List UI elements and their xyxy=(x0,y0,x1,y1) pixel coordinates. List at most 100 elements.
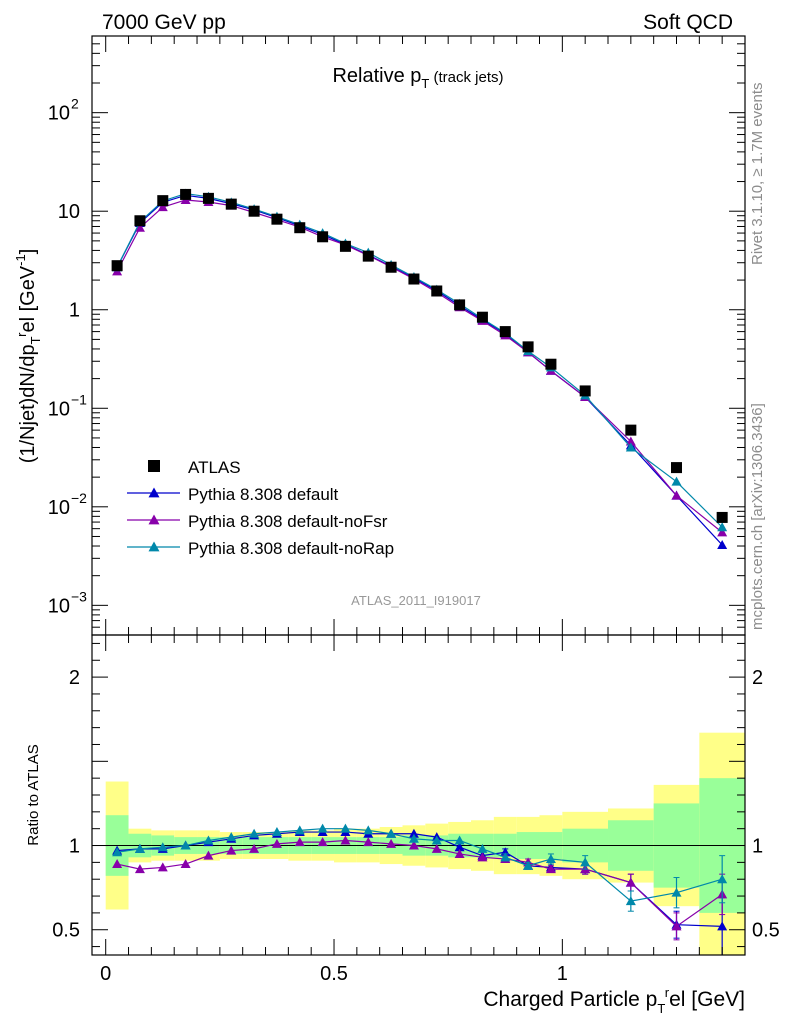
ratio-tick-label-right: 0.5 xyxy=(752,920,780,942)
data-point xyxy=(431,285,443,297)
series-marker-ratio xyxy=(294,837,305,847)
data-point xyxy=(499,326,511,338)
data-point xyxy=(202,192,214,204)
series-marker-main xyxy=(157,202,168,212)
y-label-close: ] xyxy=(17,249,39,255)
series-marker-ratio xyxy=(454,835,465,845)
data-point xyxy=(317,231,329,243)
series-line-ratio xyxy=(117,828,723,902)
series-marker-ratio xyxy=(477,843,488,853)
y-label-sup: r xyxy=(14,332,29,337)
series-marker-ratio xyxy=(431,835,442,845)
data-point xyxy=(454,299,466,311)
series-marker-ratio xyxy=(226,845,237,855)
ratio-tick-label-left: 1 xyxy=(69,836,80,858)
ratio-y-axis-label: Ratio to ATLAS xyxy=(25,744,42,845)
header-left-label: 7000 GeV pp xyxy=(102,11,226,34)
x-label-main: Charged Particle p xyxy=(483,988,657,1011)
series-marker-main xyxy=(717,527,728,537)
legend-marker xyxy=(148,541,160,552)
series-marker-ratio xyxy=(545,864,556,874)
y-tick-label: 10 xyxy=(48,497,70,519)
data-point xyxy=(339,240,351,252)
legend-label: Pythia 8.308 default-noRap xyxy=(188,539,394,558)
series-marker-ratio xyxy=(408,840,419,850)
series-marker-ratio xyxy=(271,827,282,837)
data-point xyxy=(294,222,306,234)
data-point xyxy=(157,195,169,207)
y-label-sub: T xyxy=(28,336,43,344)
y-tick-label: 10 xyxy=(58,201,80,223)
series-marker-main xyxy=(625,436,636,446)
series-marker-ratio xyxy=(340,823,351,833)
y-tick-label: 10 xyxy=(48,595,70,617)
series-marker-ratio xyxy=(717,921,728,931)
data-point xyxy=(579,385,591,397)
legend-marker-atlas xyxy=(148,460,160,472)
legend-marker xyxy=(148,514,160,525)
series-marker-ratio xyxy=(363,837,374,847)
data-point xyxy=(522,341,534,353)
legend-label-atlas: ATLAS xyxy=(188,458,241,477)
series-marker-ratio xyxy=(625,877,636,887)
series-marker-ratio xyxy=(580,857,591,867)
series-line-main xyxy=(116,192,723,528)
series-marker-ratio xyxy=(157,862,168,872)
plot-title: Relative pT (track jets) xyxy=(332,65,503,91)
series-marker-ratio xyxy=(500,852,511,862)
x-label-sub: T xyxy=(657,1001,665,1016)
y-tick-exponent: −1 xyxy=(71,391,87,407)
y-tick-exponent: −2 xyxy=(71,490,87,506)
data-point xyxy=(716,511,728,523)
data-point xyxy=(671,462,683,474)
mcplots-label: mcplots.cern.ch [arXiv:1306.3436] xyxy=(749,403,766,630)
rivet-version-label: Rivet 3.1.10, ≥ 1.7M events xyxy=(749,83,766,266)
series-marker-ratio xyxy=(249,843,260,853)
series-marker-ratio xyxy=(363,825,374,835)
data-point xyxy=(625,424,637,436)
series-marker-ratio xyxy=(249,828,260,838)
series-marker-ratio xyxy=(271,838,282,848)
series-marker-ratio xyxy=(671,921,682,931)
y-label-main: (1/Njet)dN/dp xyxy=(17,344,39,463)
series-marker-ratio xyxy=(386,838,397,848)
data-point xyxy=(476,311,488,323)
x-label-sup: r xyxy=(665,985,670,1000)
series-marker-ratio xyxy=(226,832,237,842)
x-label-suffix: el [GeV] xyxy=(669,988,745,1011)
series-marker-ratio xyxy=(203,835,214,845)
series-marker-main xyxy=(134,222,145,232)
legend-marker xyxy=(148,487,160,498)
x-tick-label: 0 xyxy=(100,963,111,985)
plot-title-main: Relative p xyxy=(332,65,421,87)
series-marker-ratio xyxy=(717,874,728,884)
data-point xyxy=(545,358,557,370)
series-marker-ratio xyxy=(134,864,145,874)
y-tick-label: 10 xyxy=(48,103,70,125)
series-marker-main xyxy=(717,539,728,549)
y-tick-exponent: 2 xyxy=(71,96,79,112)
series-marker-ratio xyxy=(408,833,419,843)
series-marker-ratio xyxy=(545,854,556,863)
data-point xyxy=(180,188,192,200)
series-marker-ratio xyxy=(203,850,214,860)
data-point xyxy=(271,213,283,225)
y-tick-exponent: −3 xyxy=(71,588,87,604)
data-point xyxy=(134,215,146,227)
y-label-suffix: el [GeV xyxy=(17,265,39,332)
data-point xyxy=(225,198,237,210)
series-marker-ratio xyxy=(454,848,465,858)
series-marker-ratio xyxy=(317,823,328,833)
data-point xyxy=(385,261,397,273)
ratio-tick-label-right: 1 xyxy=(752,836,763,858)
series-marker-ratio xyxy=(671,887,682,897)
ratio-panel-frame xyxy=(91,634,746,956)
legend-label: Pythia 8.308 default-noFsr xyxy=(188,512,388,531)
series-marker-ratio xyxy=(112,859,123,869)
x-tick-label: 1 xyxy=(557,963,568,985)
x-axis-label: Charged Particle pTrel [GeV] xyxy=(483,985,745,1016)
series-marker-main xyxy=(625,442,636,452)
y-tick-label: 10 xyxy=(48,398,70,420)
data-point xyxy=(408,273,420,285)
